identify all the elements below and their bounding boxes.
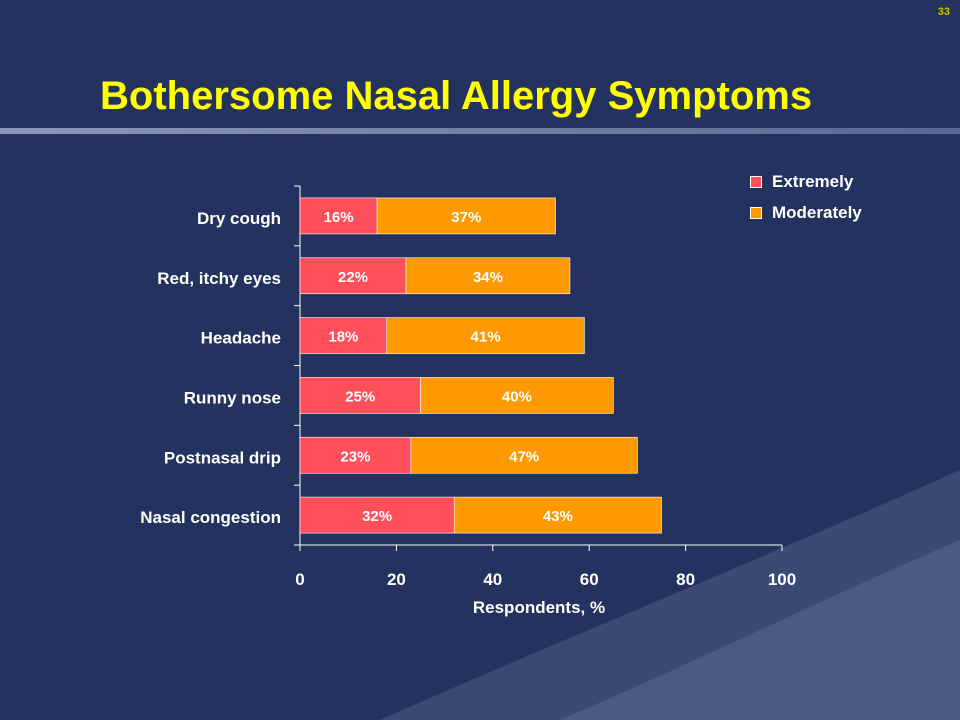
category-label: Runny nose [184,388,281,407]
bar-extremely [299,257,407,295]
category-label: Dry cough [197,209,281,228]
bar-extremely [299,317,388,354]
data-label-moderately: 43% [543,508,573,525]
data-label-moderately: 47% [509,448,539,465]
bar-moderately [410,436,638,474]
bar-extremely [299,197,378,235]
legend-swatch-extremely [750,176,762,188]
category-label: Postnasal drip [164,448,281,467]
legend-label-moderately: Moderately [772,203,862,222]
data-label-extremely: 25% [345,388,375,405]
x-tick-label: 0 [295,570,304,589]
category-label: Nasal congestion [140,508,281,527]
slide-number: 33 [937,6,950,18]
x-tick-label: 40 [483,570,502,589]
legend-item-moderately: Moderately [750,203,862,223]
x-tick-label: 60 [580,570,599,589]
slide-title: Bothersome Nasal Allergy Symptoms [100,74,813,118]
data-label-extremely: 18% [328,329,358,346]
bar-moderately [405,257,571,295]
data-label-extremely: 23% [340,448,370,465]
bar-moderately [453,496,662,534]
bar-moderately [386,317,585,354]
chart-legend: Extremely Moderately [750,172,862,234]
category-label: Red, itchy eyes [157,269,281,288]
legend-swatch-moderately [750,207,762,219]
data-label-moderately: 37% [451,209,481,226]
data-label-extremely: 22% [338,269,368,286]
data-label-extremely: 32% [362,508,392,525]
data-label-moderately: 41% [471,329,501,346]
x-tick-label: 100 [768,570,796,589]
category-label: Headache [201,329,281,348]
bar-moderately [420,377,614,414]
legend-item-extremely: Extremely [750,172,862,192]
bar-extremely [299,496,455,534]
x-tick-label: 20 [387,570,406,589]
x-tick-label: 80 [676,570,695,589]
bar-extremely [299,377,421,414]
data-label-moderately: 40% [502,388,532,405]
title-rule [0,128,960,134]
bar-moderately [376,197,556,235]
data-label-moderately: 34% [473,269,503,286]
data-label-extremely: 16% [324,209,354,226]
bar-extremely [299,436,412,474]
legend-label-extremely: Extremely [772,172,854,191]
x-axis-title: Respondents, % [473,598,605,617]
